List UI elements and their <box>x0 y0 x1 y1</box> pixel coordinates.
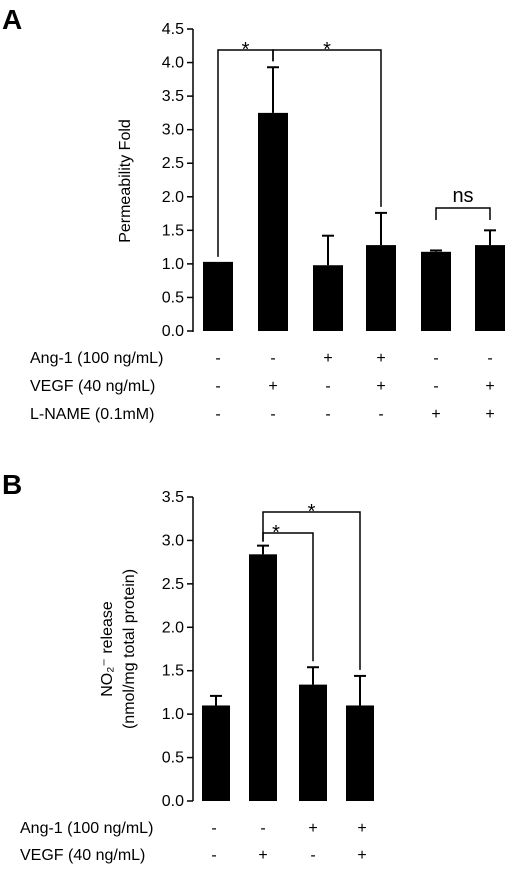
panel-a-bar-1 <box>203 261 233 331</box>
panel-a-condition-sign: - <box>215 378 220 395</box>
panel-b-sig-label-2: * <box>308 501 316 523</box>
panel-b: B NO₂⁻ release (nmol/mg total protein) 0… <box>2 469 374 864</box>
panel-a-condition-sign: - <box>270 350 275 367</box>
panel-a-bar-3 <box>313 265 343 331</box>
panel-b-tick-label: 2.0 <box>162 619 184 636</box>
panel-b-bar-3 <box>299 684 327 801</box>
panel-b-bar-1 <box>202 705 230 801</box>
panel-a-bars <box>203 66 505 331</box>
panel-a-condition-sign: + <box>376 350 385 367</box>
panel-a-significance: * * ns <box>217 39 491 257</box>
panel-a-sig-bracket-3 <box>435 207 491 220</box>
panel-a-tick-label: 4.0 <box>162 55 184 72</box>
panel-b-tick-label: 3.5 <box>162 489 184 506</box>
panel-b-tick-label: 0.5 <box>162 750 184 767</box>
panel-b-condition-label-2: VEGF (40 ng/mL) <box>20 847 145 864</box>
panel-a-condition-sign: + <box>376 378 385 395</box>
panel-b-condition-sign: + <box>308 820 317 837</box>
panel-a-sig-label-2: * <box>323 39 331 61</box>
panel-b-letter: B <box>2 469 22 500</box>
panel-a-condition-label-3: L-NAME (0.1mM) <box>30 406 154 423</box>
panel-a-tick-label: 0.0 <box>162 323 184 340</box>
panel-b-condition-sign: - <box>310 847 315 864</box>
panel-b-conditions: Ang-1 (100 ng/mL) - - + + VEGF (40 ng/mL) - + - + <box>20 820 367 864</box>
panel-b-condition-sign: + <box>357 820 366 837</box>
panel-a-condition-sign: - <box>215 350 220 367</box>
panel-a-condition-label-2: VEGF (40 ng/mL) <box>30 378 155 395</box>
panel-a-tick-label: 3.0 <box>162 122 184 139</box>
panel-b-y-ticks: 0.0 0.5 1.0 1.5 2.0 2.5 3.0 3.5 <box>162 489 193 810</box>
panel-a-tick-label: 4.5 <box>162 21 184 38</box>
panel-a-sig-label-3: ns <box>452 185 473 207</box>
panel-a-sig-bracket-2 <box>272 49 382 207</box>
panel-a-tick-label: 2.5 <box>162 155 184 172</box>
panel-a-tick-label: 1.0 <box>162 256 184 273</box>
panel-a-condition-sign: - <box>433 378 438 395</box>
panel-b-sig-bracket-2 <box>262 511 361 670</box>
panel-b-bars <box>202 544 374 801</box>
panel-a-condition-sign: + <box>485 406 494 423</box>
panel-b-bar-4 <box>346 705 374 801</box>
panel-b-tick-label: 1.0 <box>162 706 184 723</box>
panel-a-bar-5 <box>421 251 451 331</box>
panel-a-condition-label-1: Ang-1 (100 ng/mL) <box>30 350 163 367</box>
panel-a-letter: A <box>2 4 22 35</box>
panel-a-condition-sign: - <box>325 378 330 395</box>
panel-b-condition-sign: - <box>260 820 265 837</box>
panel-a: A Permeability Fold 0.0 0.5 1.0 1.5 2.0 2.5 3.… <box>2 4 505 423</box>
panel-a-condition-sign: - <box>215 406 220 423</box>
panel-a-tick-label: 2.0 <box>162 189 184 206</box>
panel-b-condition-sign: + <box>258 847 267 864</box>
panel-b-tick-label: 3.0 <box>162 532 184 549</box>
panel-b-bar-2 <box>249 554 277 801</box>
panel-a-tick-label: 1.5 <box>162 222 184 239</box>
panel-b-sig-label-1: * <box>272 522 280 544</box>
panel-a-bar-6 <box>475 245 505 331</box>
panel-a-condition-sign: + <box>431 406 440 423</box>
panel-a-condition-sign: - <box>270 406 275 423</box>
panel-a-y-axis-title: Permeability Fold <box>117 119 134 243</box>
panel-b-tick-label: 0.0 <box>162 793 184 810</box>
panel-a-condition-sign: - <box>378 406 383 423</box>
panel-a-tick-label: 3.5 <box>162 88 184 105</box>
panel-b-tick-label: 1.5 <box>162 663 184 680</box>
panel-a-condition-sign: + <box>323 350 332 367</box>
panel-a-sig-label-1: * <box>242 39 250 61</box>
panel-a-condition-sign: - <box>433 350 438 367</box>
panel-a-condition-sign: - <box>487 350 492 367</box>
panel-a-condition-sign: + <box>485 378 494 395</box>
panel-b-condition-sign: - <box>211 820 216 837</box>
panel-b-condition-sign: + <box>357 847 366 864</box>
panel-a-tick-label: 0.5 <box>162 289 184 306</box>
panel-a-conditions: Ang-1 (100 ng/mL) - - + + - - VEGF (40 ng/mL) - +… <box>30 350 495 423</box>
panel-b-tick-label: 2.5 <box>162 576 184 593</box>
panel-b-y-axis-title-line2: (nmol/mg total protein) <box>121 569 138 729</box>
panel-b-condition-label-1: Ang-1 (100 ng/mL) <box>20 820 153 837</box>
panel-b-condition-sign: - <box>211 847 216 864</box>
panel-b-y-axis-title-line1: NO₂⁻ release <box>99 601 116 697</box>
panel-b-significance: ** <box>262 501 361 670</box>
panel-a-condition-sign: + <box>268 378 277 395</box>
panel-a-bar-4 <box>366 245 396 331</box>
panel-a-condition-sign: - <box>325 406 330 423</box>
panel-a-y-ticks: 0.0 0.5 1.0 1.5 2.0 2.5 3.0 3.5 4.0 4.5 <box>162 21 193 340</box>
panel-a-bar-2 <box>258 112 288 331</box>
